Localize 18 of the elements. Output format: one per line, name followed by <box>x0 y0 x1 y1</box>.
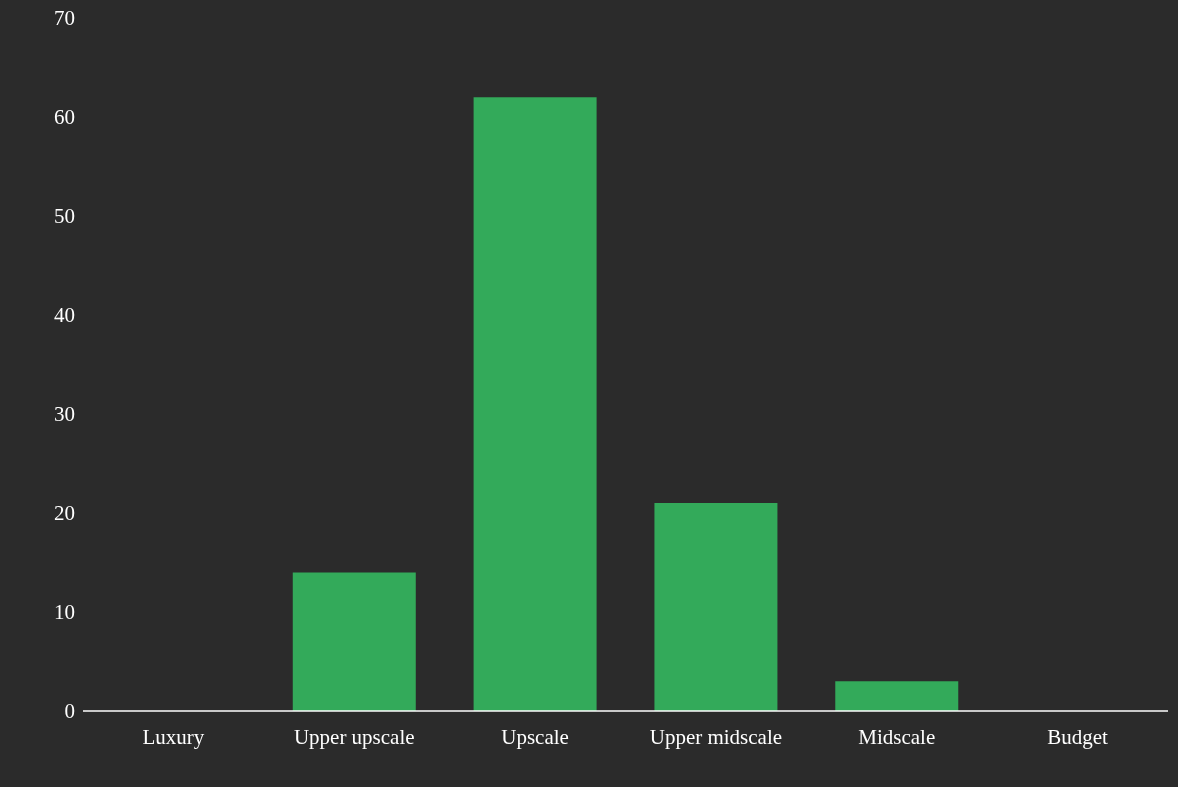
y-tick-label: 70 <box>54 6 75 31</box>
y-tick-label: 50 <box>54 204 75 229</box>
x-tick-label: Upscale <box>501 724 569 749</box>
bar <box>654 503 778 711</box>
bar <box>835 681 959 711</box>
x-tick-label: Luxury <box>142 724 205 749</box>
y-tick-label: 20 <box>54 501 75 526</box>
y-tick-label: 60 <box>54 105 75 130</box>
x-tick-label: Midscale <box>858 724 936 749</box>
y-tick-label: 40 <box>54 303 75 328</box>
y-tick-label: 10 <box>54 600 75 625</box>
x-tick-label: Budget <box>1047 724 1109 749</box>
x-tick-label: Upper upscale <box>293 724 415 749</box>
bar <box>473 97 597 711</box>
y-tick-label: 30 <box>54 402 75 427</box>
x-tick-label: Upper midscale <box>649 724 783 749</box>
y-tick-label: 0 <box>64 699 75 724</box>
bar <box>292 572 416 711</box>
